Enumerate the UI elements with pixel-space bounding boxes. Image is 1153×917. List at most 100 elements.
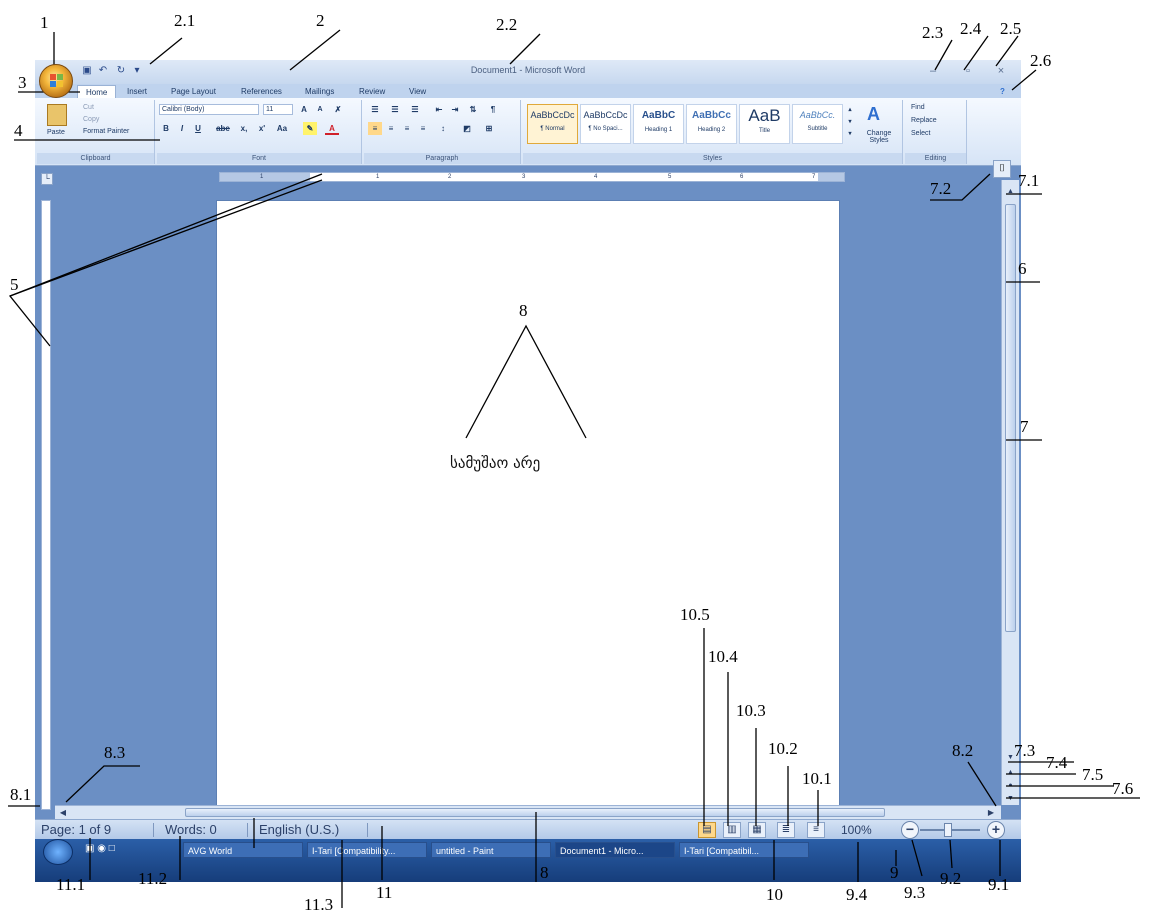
start-button[interactable] — [43, 839, 73, 865]
word-count[interactable]: Words: 0 — [165, 822, 217, 837]
tab-page-layout[interactable]: Page Layout — [171, 87, 216, 96]
shrink-font-button[interactable]: A — [317, 106, 323, 113]
paragraph-label: Paragraph — [364, 153, 520, 164]
style-heading-2[interactable]: AaBbCc Heading 2 — [686, 104, 737, 144]
numbering-icon[interactable]: ☰ — [391, 105, 399, 114]
style-heading-1[interactable]: AaBbC Heading 1 — [633, 104, 684, 144]
page-count[interactable]: Page: 1 of 9 — [41, 822, 112, 837]
zoom-level[interactable]: 100% — [841, 823, 872, 837]
format-painter-button[interactable]: Format Painter — [83, 128, 130, 135]
style-title[interactable]: AaB Title — [739, 104, 790, 144]
scroll-right-arrow-icon[interactable]: ▶ — [987, 808, 995, 817]
taskbar-item[interactable]: untitled - Paint — [431, 842, 551, 858]
subscript-button[interactable]: x, — [240, 124, 248, 133]
scroll-up-arrow-icon[interactable]: ▲ — [1007, 188, 1014, 195]
align-center-icon[interactable]: ≡ — [388, 124, 394, 133]
save-icon[interactable]: ▣ — [82, 65, 92, 76]
tab-mailings[interactable]: Mailings — [305, 87, 335, 96]
maximize-button[interactable]: ▫ — [966, 65, 970, 77]
previous-page-icon[interactable]: ▲ — [1007, 769, 1014, 776]
borders-icon[interactable]: ⊞ — [485, 124, 493, 133]
taskbar-item[interactable]: I-Tari [Compatibility... — [307, 842, 427, 858]
draft-view-button[interactable]: ≡ — [807, 822, 825, 838]
style-title-name: Title — [758, 128, 771, 134]
document-page[interactable]: სამუშაო არე — [216, 200, 840, 882]
style-subtitle-name: Subtitle — [807, 126, 828, 132]
vertical-scrollbar[interactable]: ▲ ▼ ▲ ● ▼ — [1001, 180, 1019, 805]
horizontal-ruler[interactable]: 1 1 2 3 4 5 6 7 — [219, 172, 845, 182]
replace-button[interactable]: Replace — [911, 117, 937, 124]
undo-icon[interactable]: ↶ — [98, 65, 108, 76]
tab-insert[interactable]: Insert — [127, 87, 148, 96]
vertical-scroll-thumb[interactable] — [1005, 204, 1016, 632]
close-button[interactable]: × — [997, 65, 1005, 77]
increase-indent-icon[interactable]: ⇥ — [451, 105, 459, 114]
tab-review[interactable]: Review — [359, 87, 386, 96]
taskbar-item[interactable]: I-Tari [Compatibil... — [679, 842, 809, 858]
align-right-icon[interactable]: ≡ — [404, 124, 410, 133]
decrease-indent-icon[interactable]: ⇤ — [435, 105, 443, 114]
minimize-button[interactable]: – — [929, 65, 937, 77]
zoom-in-button[interactable]: + — [987, 821, 1005, 839]
paste-icon[interactable] — [47, 104, 67, 126]
zoom-out-button[interactable]: − — [901, 821, 919, 839]
select-button[interactable]: Select — [911, 130, 931, 137]
font-label: Font — [157, 153, 361, 164]
status-separator — [367, 823, 368, 837]
font-family-select[interactable]: Calibri (Body) — [159, 104, 259, 115]
superscript-button[interactable]: x' — [258, 124, 266, 133]
change-styles-button[interactable]: Change Styles — [866, 130, 892, 144]
help-icon[interactable]: ? — [1000, 87, 1005, 96]
style-subtitle[interactable]: AaBbCc. Subtitle — [792, 104, 843, 144]
redo-icon[interactable]: ↻ — [116, 65, 126, 76]
highlight-icon[interactable]: ✎ — [303, 122, 317, 135]
split-window-button[interactable]: ⌷ — [993, 160, 1011, 178]
tab-view[interactable]: View — [409, 87, 427, 96]
grow-font-button[interactable]: A — [301, 105, 307, 114]
vertical-ruler[interactable] — [41, 200, 51, 810]
print-layout-view-button[interactable]: ▤ — [698, 822, 716, 838]
language-indicator[interactable]: English (U.S.) — [259, 822, 340, 837]
styles-scroll-icon[interactable]: ▴ ▾ ▾ — [848, 107, 852, 137]
justify-icon[interactable]: ≡ — [420, 124, 426, 133]
taskbar-item[interactable]: Document1 - Micro... — [555, 842, 675, 858]
shading-icon[interactable]: ◩ — [463, 124, 471, 133]
change-styles-icon[interactable]: A — [867, 104, 880, 124]
bullets-icon[interactable]: ☰ — [371, 105, 379, 114]
clear-formatting-icon[interactable]: ✗ — [334, 105, 342, 114]
multilevel-list-icon[interactable]: ☰ — [411, 105, 419, 114]
taskbar-item[interactable]: AVG World — [183, 842, 303, 858]
paste-button[interactable]: Paste — [47, 129, 65, 136]
office-logo-icon — [50, 74, 64, 88]
align-left-icon[interactable]: ≡ — [368, 122, 382, 135]
zoom-slider-thumb[interactable] — [944, 823, 952, 837]
line-spacing-icon[interactable]: ↕ — [441, 124, 445, 133]
find-button[interactable]: Find — [911, 104, 925, 111]
leader-2-4 — [963, 35, 989, 71]
horizontal-scrollbar[interactable]: ◀ ▶ — [55, 805, 1001, 819]
change-case-button[interactable]: Aa — [276, 124, 288, 133]
tab-references[interactable]: References — [241, 87, 282, 96]
font-size-select[interactable]: 11 — [263, 104, 293, 115]
show-formatting-icon[interactable]: ¶ — [490, 105, 496, 114]
quick-launch-icon[interactable]: ▣ ◉ □ — [85, 843, 115, 854]
customize-quick-access-icon[interactable]: ▾ — [134, 65, 140, 76]
scroll-down-arrow-icon[interactable]: ▼ — [1007, 754, 1014, 761]
office-button[interactable] — [39, 64, 73, 98]
cut-button[interactable]: Cut — [83, 104, 94, 111]
horizontal-scroll-thumb[interactable] — [185, 808, 885, 817]
copy-button[interactable]: Copy — [83, 116, 100, 123]
ruler-toggle-button[interactable]: └ — [41, 173, 53, 185]
web-layout-view-button[interactable]: ▦ — [748, 822, 766, 838]
style-heading-2-name: Heading 2 — [697, 127, 726, 133]
italic-button[interactable]: I — [180, 124, 184, 133]
strikethrough-button[interactable]: abe — [216, 124, 230, 133]
font-color-icon[interactable]: A — [325, 122, 339, 135]
scroll-left-arrow-icon[interactable]: ◀ — [59, 808, 67, 817]
style-normal[interactable]: AaBbCcDc ¶ Normal — [527, 104, 578, 144]
sort-icon[interactable]: ⇅ — [469, 105, 477, 114]
bold-button[interactable]: B — [163, 124, 169, 133]
underline-button[interactable]: U — [195, 124, 201, 133]
style-no-spacing[interactable]: AaBbCcDc ¶ No Spaci... — [580, 104, 631, 144]
outline-view-button[interactable]: ≣ — [777, 822, 795, 838]
